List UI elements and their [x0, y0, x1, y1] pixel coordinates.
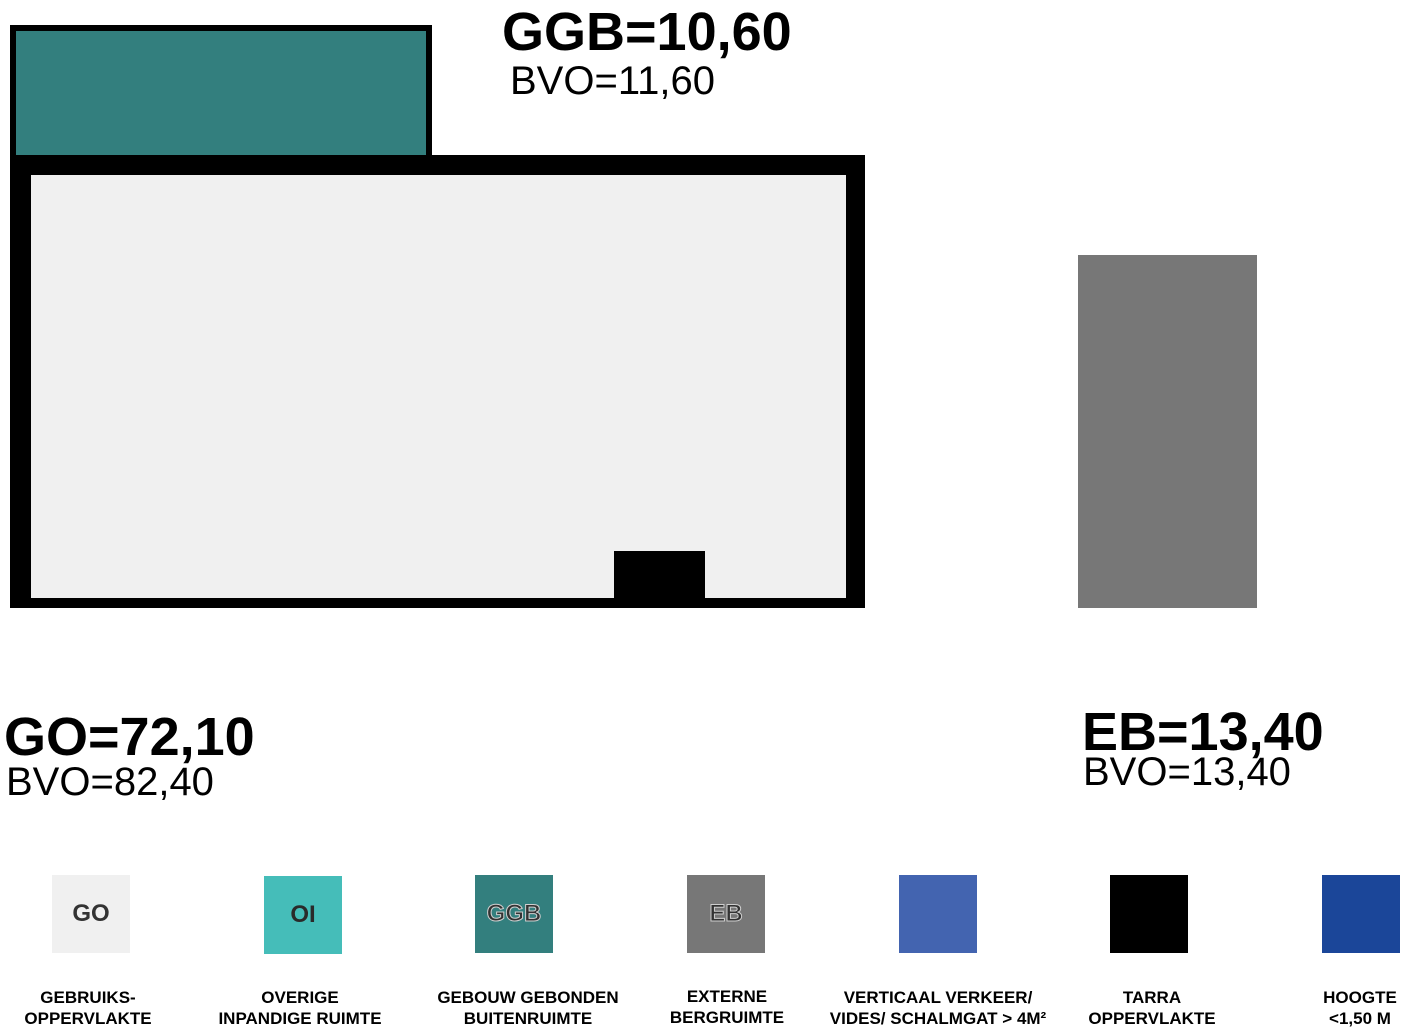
legend-swatch-go: GO — [52, 875, 130, 953]
legend-label-tarra: TARRA OPPERVLAKTE — [1088, 988, 1216, 1028]
legend-abbr: EB — [709, 900, 743, 928]
legend-swatch-tarra — [1110, 875, 1188, 953]
legend-label-go: GEBRUIKS- OPPERVLAKTE — [24, 988, 152, 1028]
legend-swatch-ggb: GGB — [475, 875, 553, 953]
tarra-block — [614, 551, 705, 601]
go-bvo: BVO=82,40 — [6, 760, 214, 804]
legend-label-hoogte: HOOGTE <1,50 M — [1323, 988, 1397, 1028]
legend-label-verkeer: VERTICAAL VERKEER/ VIDES/ SCHALMGAT > 4M… — [829, 988, 1047, 1028]
legend-swatch-eb: EB — [687, 875, 765, 953]
legend-label-ggb: GEBOUW GEBONDEN BUITENRUIMTE — [437, 988, 619, 1028]
legend-abbr: OI — [290, 901, 316, 928]
eb-bvo: BVO=13,40 — [1083, 750, 1291, 794]
ggb-bvo: BVO=11,60 — [510, 59, 715, 103]
legend-label-oi: OVERIGE INPANDIGE RUIMTE — [218, 988, 382, 1028]
legend-swatch-oi: OI — [264, 876, 342, 954]
go-total: GO=72,10 — [4, 707, 255, 767]
floor-plan — [10, 25, 1257, 608]
legend-swatch-verkeer — [899, 875, 977, 953]
eb-total: EB=13,40 — [1082, 702, 1324, 762]
go-area — [31, 175, 846, 598]
ggb-total: GGB=10,60 — [502, 2, 792, 62]
ggb-area — [10, 25, 432, 161]
legend-swatch-hoogte — [1322, 875, 1400, 953]
eb-area — [1078, 255, 1257, 608]
legend-abbr: GO — [72, 900, 110, 927]
legend-abbr: GGB — [486, 900, 542, 928]
legend-label-eb: EXTERNE BERGRUIMTE — [669, 987, 785, 1027]
